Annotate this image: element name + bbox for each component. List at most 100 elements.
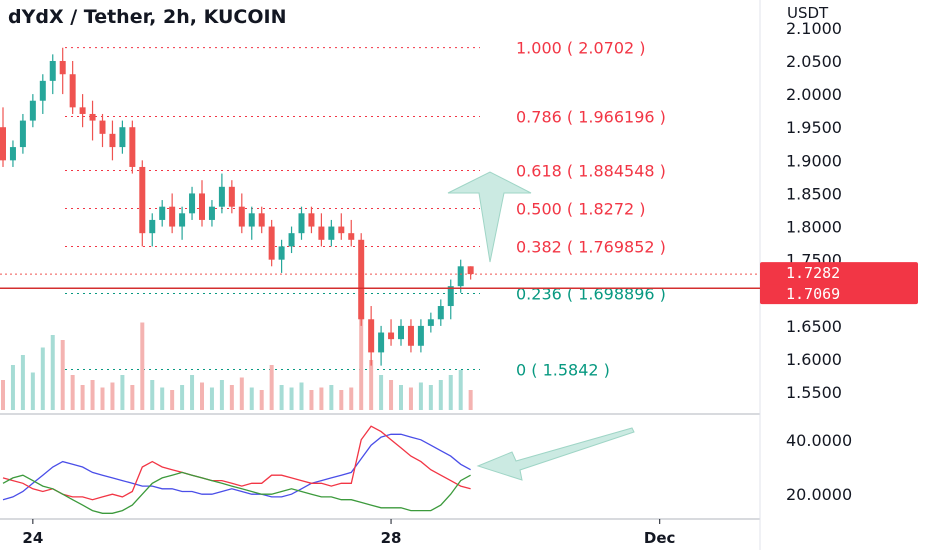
- candle-body: [248, 213, 255, 227]
- candle-body: [268, 226, 275, 260]
- price-tick-label: 2.0000: [786, 85, 842, 104]
- line-price-value: 1.7069: [786, 285, 840, 303]
- volume-bar: [239, 377, 244, 410]
- last-price-value: 1.7282: [786, 264, 840, 282]
- fib-level-label: 0.786 ( 1.966196 ): [516, 107, 666, 126]
- fib-level-label: 1.000 ( 2.0702 ): [516, 39, 646, 58]
- volume-bar: [10, 365, 15, 410]
- candle-body: [9, 147, 16, 161]
- volume-bar: [309, 390, 314, 410]
- candle-body: [69, 74, 76, 108]
- volume-bar: [428, 385, 433, 410]
- plus-di-line: [2, 433, 471, 501]
- volume-bar: [359, 310, 364, 410]
- volume-bar: [209, 387, 214, 410]
- candle-body: [378, 332, 385, 353]
- fib-level-label: 0.382 ( 1.769852 ): [516, 238, 666, 257]
- candle-body: [258, 213, 265, 227]
- volume-bar: [170, 390, 175, 410]
- candle-body: [59, 60, 66, 75]
- candle-body: [129, 127, 136, 167]
- candle-body: [179, 213, 186, 227]
- candle-body: [407, 325, 414, 346]
- candle-body: [119, 127, 126, 148]
- candle-body: [89, 113, 96, 121]
- fib-level-label: 0.618 ( 1.884548 ): [516, 162, 666, 181]
- annotation-arrows[interactable]: [447, 171, 635, 481]
- volume-bar: [30, 372, 35, 410]
- volume-bar: [190, 375, 195, 410]
- candlesticks: [0, 47, 760, 366]
- indicator-tick-label: 40.0000: [786, 431, 852, 450]
- price-unit: USDT: [787, 4, 829, 22]
- volume-bars: [1, 310, 473, 410]
- candle-body: [189, 193, 196, 214]
- price-tick-label: 1.9000: [786, 151, 842, 170]
- volume-bar: [1, 380, 5, 410]
- volume-bar: [319, 387, 324, 410]
- candle-body: [368, 319, 375, 353]
- volume-bar: [150, 380, 155, 410]
- minus-di-line: [2, 425, 471, 501]
- volume-bar: [219, 380, 224, 410]
- candle-body: [437, 306, 444, 320]
- volume-bar: [289, 387, 294, 410]
- candle-body: [388, 332, 395, 340]
- volume-bar: [279, 385, 284, 410]
- adx-line: [2, 471, 471, 514]
- candle-body: [417, 325, 424, 346]
- candle-body: [318, 226, 325, 240]
- indicator-arrow-annotation[interactable]: [476, 427, 635, 481]
- dmi-indicator: [2, 425, 471, 514]
- candle-body: [328, 226, 335, 240]
- volume-bar: [389, 380, 394, 410]
- volume-bar: [200, 382, 204, 410]
- volume-bar: [349, 387, 354, 410]
- volume-bar: [60, 340, 65, 410]
- price-axis[interactable]: 2.1000 2.0500 2.0000 1.9500 1.9000 1.8500 1.80…: [786, 19, 852, 504]
- volume-bar: [120, 375, 125, 410]
- volume-bar: [408, 387, 413, 410]
- candle-body: [49, 60, 56, 81]
- candle-body: [39, 80, 46, 101]
- volume-bar: [40, 347, 45, 410]
- volume-bar: [438, 380, 443, 410]
- candle-body: [457, 266, 464, 287]
- line-price-badge: [760, 284, 890, 304]
- time-tick-label: 24: [22, 529, 43, 547]
- candle-body: [288, 233, 295, 247]
- volume-bar: [130, 385, 135, 410]
- candle-body: [447, 286, 454, 307]
- time-tick-label: Dec: [644, 529, 676, 547]
- volume-bar: [249, 387, 254, 410]
- up-arrow-annotation[interactable]: [447, 171, 532, 263]
- price-badges: 1.728201:13:431.7069: [760, 262, 918, 305]
- fibonacci-retracement[interactable]: 1.000 ( 2.0702 ) 0.786 ( 1.966196 ) 0.618 …: [65, 39, 666, 380]
- price-tick-label: 1.5500: [786, 383, 842, 402]
- price-tick-label: 2.1000: [786, 19, 842, 38]
- candle-body: [0, 127, 6, 161]
- time-axis[interactable]: 24 28 Dec: [22, 519, 675, 547]
- volume-bar: [458, 370, 463, 410]
- volume-bar: [418, 382, 423, 410]
- volume-bar: [229, 385, 234, 410]
- volume-bar: [80, 385, 85, 410]
- candle-body: [19, 120, 26, 148]
- price-tick-label: 1.6000: [786, 350, 842, 369]
- volume-bar: [50, 335, 55, 410]
- volume-bar: [90, 380, 95, 410]
- candle-body: [29, 100, 36, 121]
- candle-body: [238, 206, 245, 227]
- candle-body: [109, 133, 116, 148]
- price-tick-label: 1.8000: [786, 218, 842, 237]
- volume-bar: [20, 355, 25, 410]
- price-tick-label: 1.8500: [786, 184, 842, 203]
- volume-bar: [140, 322, 145, 410]
- candle-body: [278, 246, 285, 260]
- fib-level-label: 0.500 ( 1.8272 ): [516, 200, 646, 219]
- candle-body: [199, 193, 205, 220]
- volume-bar: [369, 360, 374, 410]
- candle-body: [348, 233, 355, 240]
- candle-body: [139, 166, 146, 234]
